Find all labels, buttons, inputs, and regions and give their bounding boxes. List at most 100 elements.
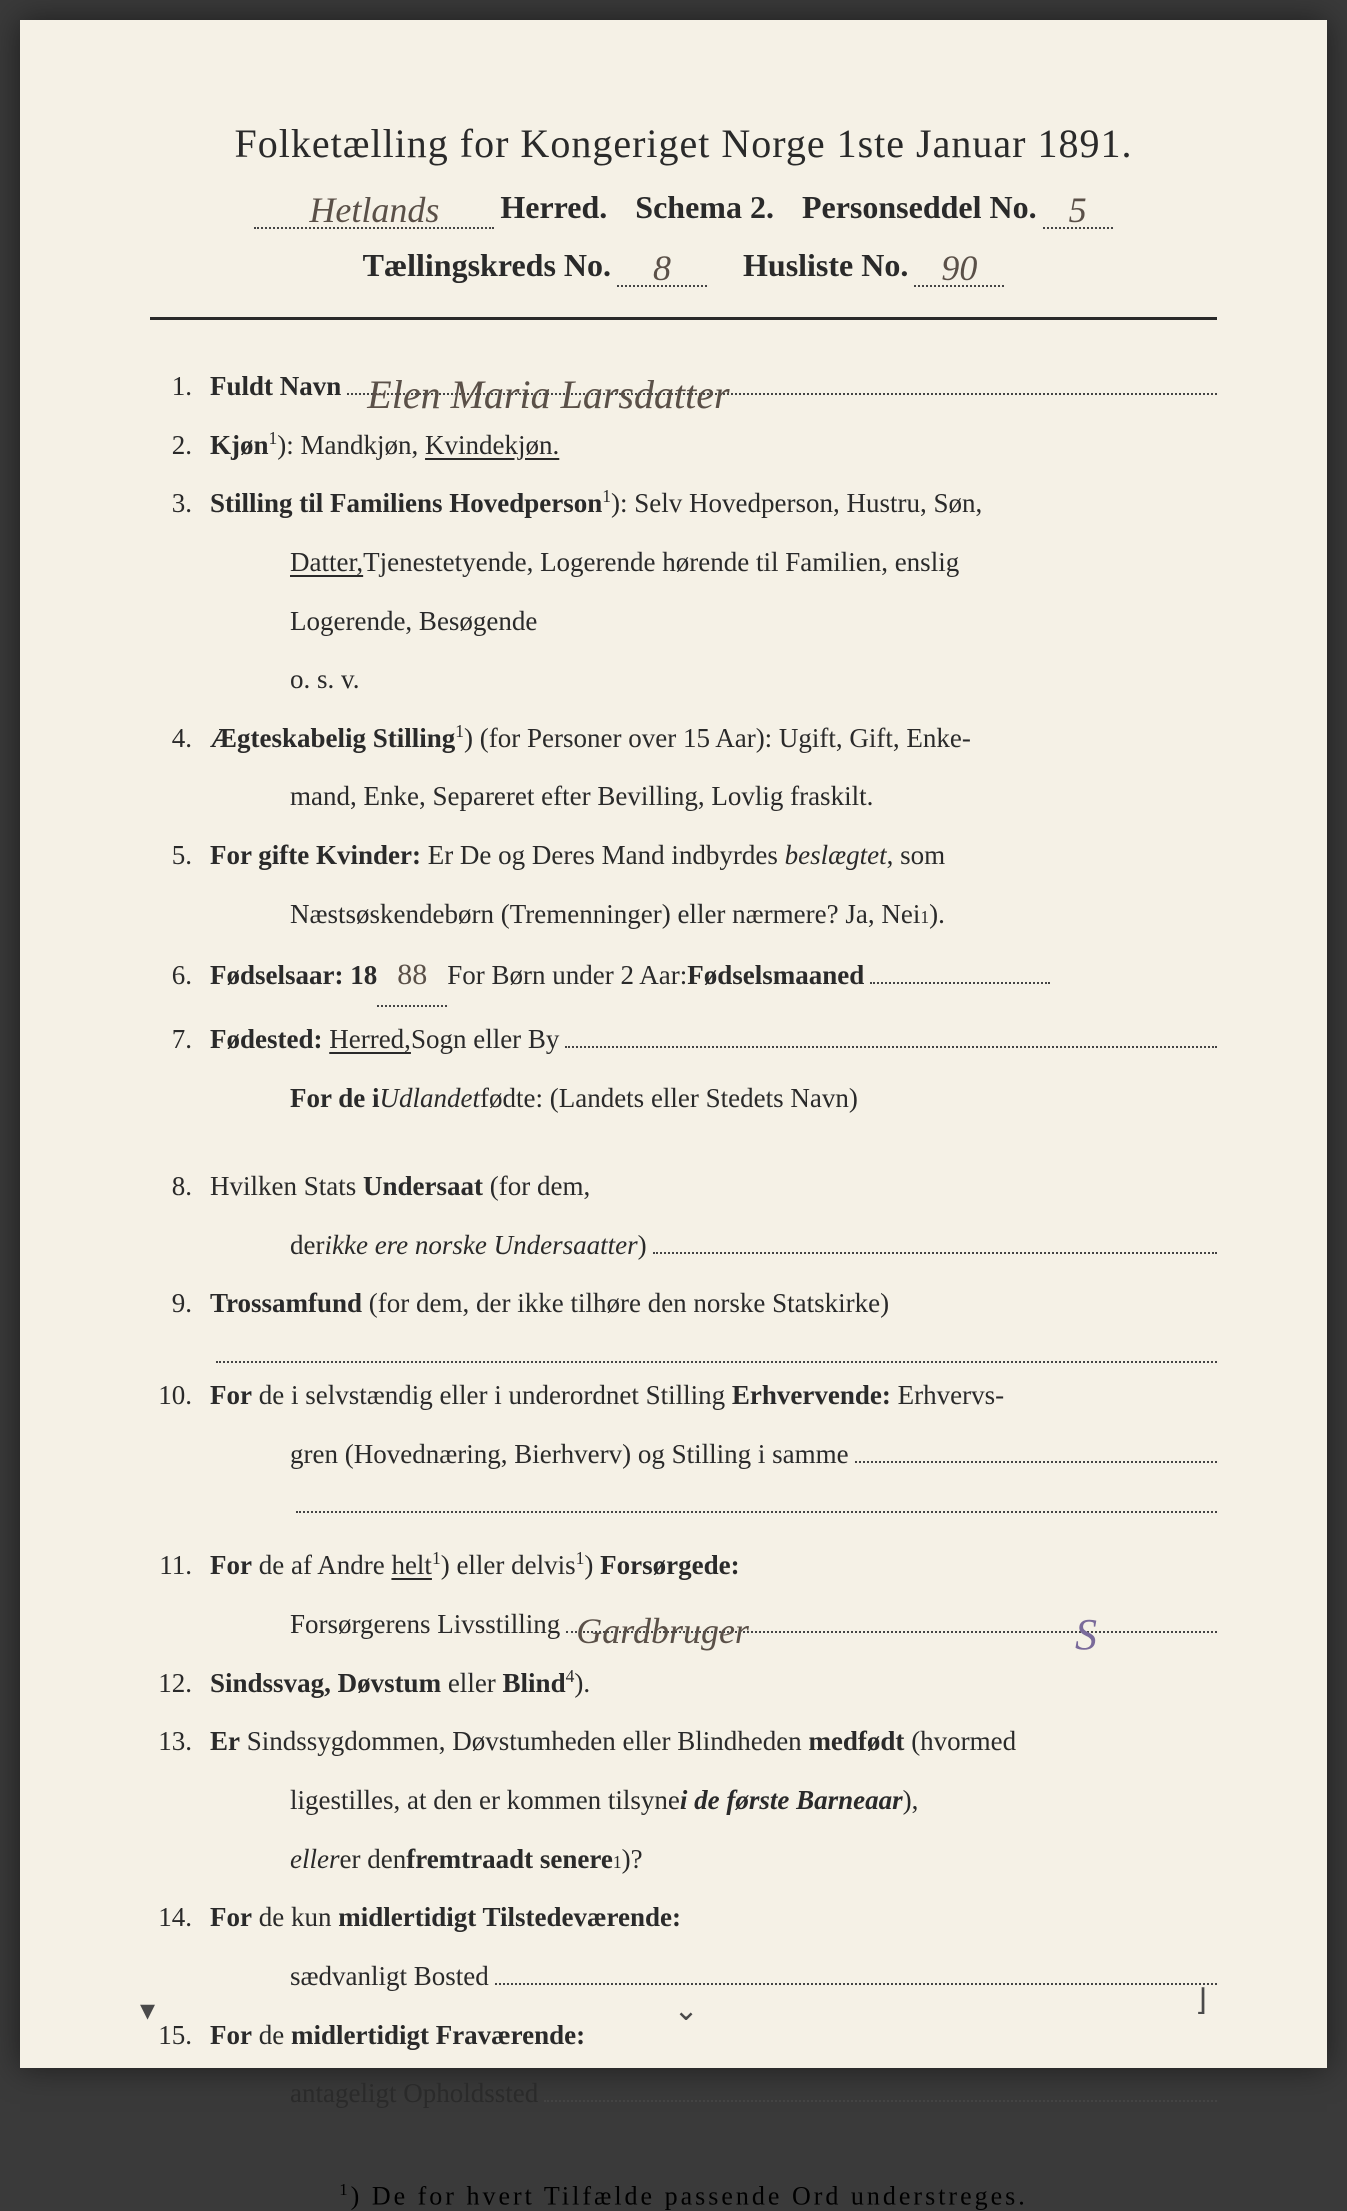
q11-underlined: helt — [391, 1550, 432, 1580]
q9-label: Trossamfund — [210, 1288, 362, 1318]
q6-after: For Børn under 2 Aar: — [447, 949, 687, 1002]
q3-line4: o. s. v. — [150, 653, 1217, 706]
q5-num: 5. — [150, 829, 210, 882]
q9-row: 9. Trossamfund (for dem, der ikke tilhør… — [150, 1277, 1217, 1330]
q11-row: 11. For de af Andre helt1) eller delvis1… — [150, 1539, 1217, 1592]
q10-dotted — [150, 1486, 1217, 1513]
census-form-page: Folketælling for Kongeriget Norge 1ste J… — [20, 20, 1327, 2068]
q5-row: 5. For gifte Kvinder: Er De og Deres Man… — [150, 829, 1217, 882]
q10-num: 10. — [150, 1369, 210, 1422]
footnote-text: ) De for hvert Tilfælde passende Ord und… — [351, 2181, 1028, 2210]
q3-after: ): Selv Hovedperson, Hustru, Søn, — [611, 488, 982, 518]
q2-label-a: Kjøn — [210, 430, 269, 460]
form-body: 1. Fuldt Navn Elen Maria Larsdatter 2. K… — [150, 360, 1217, 2120]
herred-value: Hetlands — [309, 190, 439, 230]
q12-label2: Blind — [503, 1668, 566, 1698]
q13-num: 13. — [150, 1715, 210, 1768]
q13-after: Sindssygdommen, Døvstumheden eller Blind… — [240, 1726, 808, 1756]
q5-line2: Næstsøskendebørn (Tremenninger) eller næ… — [290, 888, 920, 941]
q7-label: Fødested: — [210, 1013, 322, 1066]
q9-num: 9. — [150, 1277, 210, 1330]
q4-num: 4. — [150, 712, 210, 765]
q7-after: Sogn eller By — [411, 1013, 560, 1066]
q10-line2: gren (Hovednæring, Bierhverv) og Stillin… — [290, 1428, 849, 1481]
schema-label: Schema 2. — [635, 189, 774, 226]
q13-row: 13. Er Sindssygdommen, Døvstumheden elle… — [150, 1715, 1217, 1768]
q7-line2-row: For de i Udlandet fødte: (Landets eller … — [150, 1072, 1217, 1125]
q5-italic1: beslægtet — [785, 840, 887, 870]
tear-mark-right: ⌋ — [1195, 1983, 1207, 2018]
q11-label-a: For — [210, 1550, 252, 1580]
main-title: Folketælling for Kongeriget Norge 1ste J… — [150, 120, 1217, 167]
q12-label: Sindssvag, Døvstum — [210, 1668, 441, 1698]
q13-bold2: medfødt — [808, 1726, 904, 1756]
q2-sup: 1 — [269, 428, 278, 448]
form-header: Folketælling for Kongeriget Norge 1ste J… — [150, 120, 1217, 287]
q1-num: 1. — [150, 360, 210, 413]
q14-line2: sædvanligt Bosted — [290, 1950, 489, 2003]
q3-line2-rest: Tjenestetyende, Logerende hørende til Fa… — [363, 536, 959, 589]
q13-line3c: )? — [622, 1833, 643, 1886]
q2-underlined: Kvindekjøn. — [425, 430, 559, 460]
q15-after: de — [252, 2020, 291, 2050]
q5-sup: 1 — [920, 900, 929, 934]
q3-line2: Datter, Tjenestetyende, Logerende hørend… — [150, 536, 1217, 589]
husliste-no: 90 — [941, 248, 977, 288]
q8-num: 8. — [150, 1160, 210, 1213]
q13-line3b: er den — [339, 1833, 406, 1886]
q2-label-b: ): Mandkjøn, — [277, 430, 425, 460]
q4-line2: mand, Enke, Separeret efter Bevilling, L… — [150, 770, 1217, 823]
q9-dotted — [150, 1336, 1217, 1363]
q8-line2i: ikke ere norske Undersaatter — [324, 1219, 637, 1272]
q7-line2b: fødte: (Landets eller Stedets Navn) — [480, 1072, 858, 1125]
q11-mid: ) eller delvis — [441, 1550, 576, 1580]
q11-line2-row: Forsørgerens Livsstilling Gardbruger S — [150, 1598, 1217, 1651]
q4-sup: 1 — [455, 721, 464, 741]
q7-row: 7. Fødested: Herred, Sogn eller By — [150, 1013, 1217, 1066]
q15-bold2: midlertidigt Fraværende: — [291, 2020, 585, 2050]
q12-num: 12. — [150, 1657, 210, 1710]
q10-row: 10. For de i selvstændig eller i underor… — [150, 1369, 1217, 1422]
q3-line2-u: Datter, — [290, 536, 363, 589]
q6-row: 6. Fødselsaar: 1888 For Børn under 2 Aar… — [150, 946, 1217, 1007]
q14-num: 14. — [150, 1891, 210, 1944]
q13-sup: 1 — [613, 1845, 622, 1879]
q15-line2-row: antageligt Opholdssted — [150, 2067, 1217, 2120]
tear-mark-center: ⌄ — [674, 1993, 699, 2028]
q7-line2i: Udlandet — [380, 1072, 481, 1125]
q7-underlined: Herred, — [329, 1013, 411, 1066]
q12-end: ). — [574, 1668, 590, 1698]
q14-bold2: midlertidigt Tilstedeværende: — [338, 1902, 681, 1932]
tallingskreds-no: 8 — [653, 248, 671, 288]
q3-line3: Logerende, Besøgende — [150, 595, 1217, 648]
q10-line2-row: gren (Hovednæring, Bierhverv) og Stillin… — [150, 1428, 1217, 1481]
q4-label: Ægteskabelig Stilling — [210, 723, 455, 753]
q4-row: 4. Ægteskabelig Stilling1) (for Personer… — [150, 712, 1217, 765]
q11-hw-value: Gardbruger — [576, 1596, 749, 1666]
q1-value: Elen Maria Larsdatter — [367, 356, 729, 434]
q15-label: For — [210, 2020, 252, 2050]
q5-line2-end: ). — [929, 888, 945, 941]
q11-label-b: Forsørgede: — [600, 1550, 739, 1580]
q8-label-b: Undersaat — [363, 1171, 483, 1201]
q6-num: 6. — [150, 949, 210, 1002]
q13-line3-row: eller er den fremtraadt senere1)? — [150, 1833, 1217, 1886]
q10-after-b: Erhvervs- — [891, 1380, 1004, 1410]
q13-label: Er — [210, 1726, 240, 1756]
q1-row: 1. Fuldt Navn Elen Maria Larsdatter — [150, 360, 1217, 413]
footnote: 1) De for hvert Tilfælde passende Ord un… — [150, 2180, 1217, 2211]
q8-line2-row: der ikke ere norske Undersaatter) — [150, 1219, 1217, 1272]
q4-after: ) (for Personer over 15 Aar): Ugift, Gif… — [464, 723, 971, 753]
tear-mark-left: ▾ — [140, 1993, 155, 2028]
q8-label-a: Hvilken Stats — [210, 1171, 363, 1201]
q10-after-a: de i selvstændig eller i underordnet Sti… — [252, 1380, 732, 1410]
q13-line2b: ), — [903, 1774, 919, 1827]
q11-line2: Forsørgerens Livsstilling — [290, 1598, 560, 1651]
q3-sup: 1 — [602, 486, 611, 506]
q5-after: Er De og Deres Mand indbyrdes — [421, 840, 785, 870]
q12-after: eller — [441, 1668, 502, 1698]
q10-label-a: For — [210, 1380, 252, 1410]
q3-row: 3. Stilling til Familiens Hovedperson1):… — [150, 477, 1217, 530]
q11-after-a: de af Andre — [252, 1550, 391, 1580]
tallingskreds-label: Tællingskreds No. — [363, 247, 611, 284]
